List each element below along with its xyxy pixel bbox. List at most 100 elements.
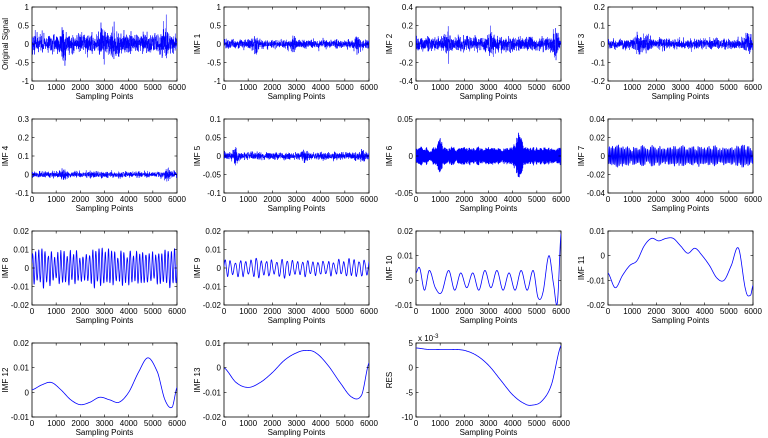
x-tick-label: 6000 [360, 195, 378, 204]
x-tick-label: 2000 [263, 195, 281, 204]
x-tick-label: 6000 [168, 195, 186, 204]
y-axis-label: IMF 7 [577, 145, 586, 166]
y-tick-label: -0.01 [203, 283, 222, 292]
x-axis-label: Sampling Points [652, 204, 710, 213]
y-tick-label: 0 [25, 171, 30, 180]
x-tick-label: 4000 [504, 419, 522, 428]
subplot-8: 0 1000 2000 3000 4000 5000 6000 -0.04 -0.02 0 0.02… [577, 115, 762, 213]
x-tick-label: 3000 [288, 195, 306, 204]
y-tick-label: 0.05 [397, 115, 413, 124]
y-axis-label: IMF 11 [577, 255, 586, 280]
plot-area [415, 342, 562, 418]
x-tick-label: 6000 [168, 419, 186, 428]
x-tick-label: 4000 [312, 307, 330, 316]
y-tick-label: -0.1 [15, 189, 29, 198]
x-tick-label: 4000 [312, 195, 330, 204]
y-axis-label: IMF 3 [577, 33, 586, 54]
y-tick-label: -0.2 [399, 59, 413, 68]
x-tick-label: 4000 [696, 307, 714, 316]
y-tick-label: 0.02 [589, 134, 605, 143]
y-tick-label: 0.01 [13, 246, 29, 255]
x-tick-label: 1000 [47, 83, 65, 92]
x-tick-label: 0 [606, 83, 611, 92]
x-tick-label: 6000 [744, 307, 762, 316]
y-tick-label: 0.02 [13, 339, 29, 348]
y-tick-label: -0.02 [587, 301, 606, 310]
x-tick-label: 1000 [623, 83, 641, 92]
x-tick-label: 4000 [696, 195, 714, 204]
x-tick-label: 6000 [552, 195, 570, 204]
y-tick-label: -0.01 [11, 283, 30, 292]
series-line [32, 167, 177, 182]
plot-area [607, 230, 754, 306]
x-tick-label: 6000 [360, 419, 378, 428]
x-axis-label: Sampling Points [268, 316, 326, 325]
y-axis-label: IMF 12 [1, 367, 10, 392]
x-tick-label: 1000 [47, 419, 65, 428]
x-axis-label: Sampling Points [652, 316, 710, 325]
x-tick-label: 0 [606, 307, 611, 316]
y-tick-label: -0.5 [207, 59, 221, 68]
x-tick-label: 4000 [696, 83, 714, 92]
x-tick-label: 3000 [96, 419, 114, 428]
x-tick-label: 0 [222, 195, 227, 204]
x-tick-label: 1000 [239, 419, 257, 428]
y-tick-label: -0.05 [203, 171, 222, 180]
x-tick-label: 5000 [336, 307, 354, 316]
x-tick-label: 3000 [96, 307, 114, 316]
x-tick-label: 5000 [720, 195, 738, 204]
x-tick-label: 5000 [528, 83, 546, 92]
x-tick-label: 0 [414, 83, 419, 92]
y-tick-label: -0.01 [395, 301, 414, 310]
y-tick-label: 0.2 [594, 3, 606, 12]
x-tick-label: 4000 [312, 83, 330, 92]
x-axis-label: Sampling Points [268, 428, 326, 437]
x-tick-label: 0 [30, 419, 35, 428]
x-tick-label: 6000 [552, 307, 570, 316]
plot-area [31, 342, 178, 418]
y-tick-label: 0.4 [402, 3, 414, 12]
subplot-5: 0 1000 2000 3000 4000 5000 6000-0.100.10.20.3S… [1, 115, 186, 213]
y-tick-label: -0.04 [587, 189, 606, 198]
x-tick-label: 0 [414, 307, 419, 316]
series-line [608, 31, 753, 55]
y-tick-label: 0.04 [589, 115, 605, 124]
x-tick-label: 1000 [47, 195, 65, 204]
y-tick-label: -0.01 [11, 413, 30, 422]
y-tick-label: 0 [25, 40, 30, 49]
x-tick-label: 1000 [431, 195, 449, 204]
x-tick-label: 5000 [528, 195, 546, 204]
x-axis-label: Sampling Points [652, 92, 710, 101]
y-tick-label: 0.1 [18, 152, 30, 161]
y-tick-label: 0 [601, 252, 606, 261]
series-line [224, 35, 369, 55]
y-tick-label: 0.05 [205, 134, 221, 143]
x-tick-label: 0 [222, 307, 227, 316]
y-tick-label: -1 [22, 77, 30, 86]
subplot-1: 0 1000 2000 3000 4000 5000 6000 -1 -0.5 0 0.5 1 Samp… [1, 3, 186, 101]
series-line [224, 257, 369, 279]
x-tick-label: 6000 [744, 195, 762, 204]
y-tick-label: 0.02 [205, 227, 221, 236]
x-axis-label: Sampling Points [76, 204, 134, 213]
x-tick-label: 2000 [263, 419, 281, 428]
plot-area [31, 118, 178, 194]
y-tick-label: 0 [601, 40, 606, 49]
subplot-12: 0 1000 2000 3000 4000 5000 6000 -0.02 -0.01 0 0.01… [577, 227, 762, 325]
y-tick-label: -0.01 [587, 276, 606, 285]
x-tick-label: 3000 [672, 307, 690, 316]
y-tick-label: 0.01 [205, 339, 221, 348]
y-tick-label: 0.5 [210, 22, 222, 31]
x-tick-label: 0 [414, 419, 419, 428]
y-tick-label: 0.02 [397, 227, 413, 236]
x-tick-label: 3000 [288, 307, 306, 316]
x-tick-label: 5000 [144, 419, 162, 428]
x-axis-label: Sampling Points [76, 428, 134, 437]
series-line [224, 146, 369, 166]
subplot-15: 0 1000 2000 3000 4000 5000 6000 -10 -5 0 5 Sampling… [385, 334, 570, 437]
x-tick-label: 0 [222, 419, 227, 428]
x-tick-label: 3000 [96, 195, 114, 204]
x-axis-label: Sampling Points [268, 204, 326, 213]
x-tick-label: 5000 [720, 307, 738, 316]
y-tick-label: 1 [217, 3, 222, 12]
